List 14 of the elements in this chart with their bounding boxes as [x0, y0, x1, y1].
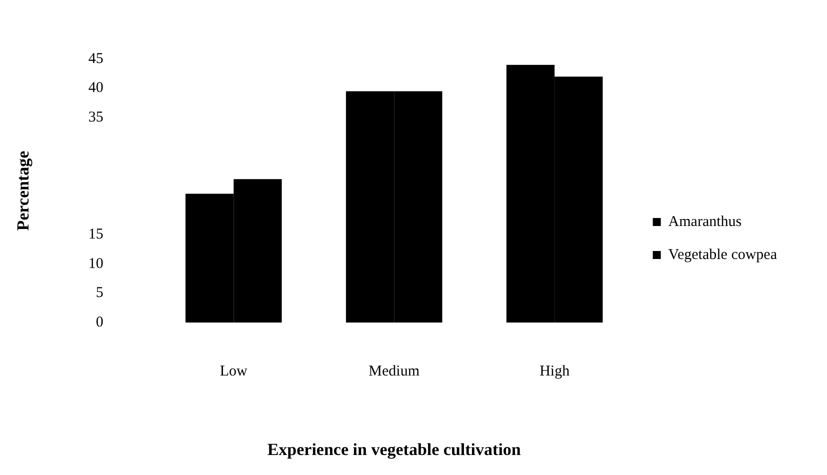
y-tick-label: 40: [88, 80, 104, 96]
y-tick-label: 5: [96, 285, 104, 302]
x-tick-label: Low: [220, 364, 248, 380]
x-axis-title: Experience in vegetable cultivation: [267, 440, 522, 460]
legend-label: Vegetable cowpea: [668, 246, 778, 263]
x-tick-label: High: [540, 364, 570, 380]
y-tick-label: 35: [88, 110, 104, 126]
x-tick-label: Medium: [368, 364, 420, 380]
y-axis-title: Percentage: [14, 150, 33, 231]
y-tick-label: 10: [88, 256, 104, 272]
y-tick-label: 15: [88, 226, 104, 243]
legend-label: Amaranthus: [668, 214, 742, 230]
y-tick-label: 0: [96, 314, 104, 331]
y-tick-label: 45: [88, 50, 104, 67]
